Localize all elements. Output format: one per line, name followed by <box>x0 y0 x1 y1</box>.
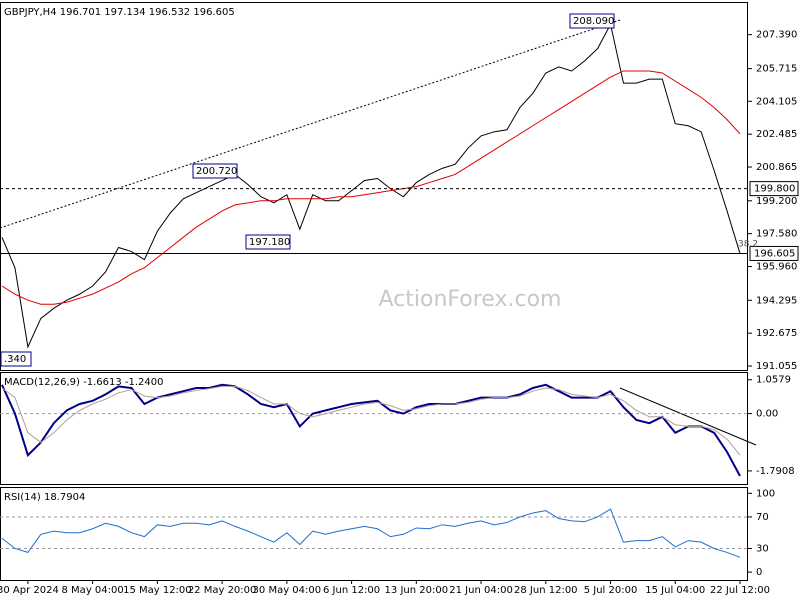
annotation: .340 <box>4 354 26 365</box>
y-tick-label: 195.960 <box>756 262 797 273</box>
annotation-box <box>192 163 238 179</box>
x-tick-label: 22 Jul 12:00 <box>710 585 770 596</box>
series-line <box>1 383 741 477</box>
y-tick-label: -1.7908 <box>756 466 795 477</box>
panel-title: GBPJPY,H4 196.701 197.134 196.532 196.60… <box>4 7 235 18</box>
level-label-box <box>749 181 799 197</box>
series-line <box>1 22 741 349</box>
x-tick-label: 8 May 04:00 <box>62 585 124 596</box>
y-tick-label: 1.0579 <box>756 375 791 386</box>
annotation: 38.2 <box>738 240 758 250</box>
panel <box>0 372 748 485</box>
panel-title: MACD(12,26,9) -1.6613 -1.2400 <box>4 377 164 388</box>
panel-title: RSI(14) 18.7904 <box>4 492 85 503</box>
x-tick-label: 15 May 12:00 <box>123 585 192 596</box>
annotation-box <box>245 234 291 250</box>
y-tick-label: 0 <box>756 567 762 578</box>
y-tick-label: 70 <box>756 512 769 523</box>
x-tick-label: 21 Jun 04:00 <box>449 585 513 596</box>
series-line <box>1 70 741 305</box>
annotation: 200.720 <box>196 166 237 177</box>
x-tick-label: 30 May 04:00 <box>253 585 322 596</box>
x-tick-label: 22 May 20:00 <box>188 585 257 596</box>
annotation-box <box>569 13 615 29</box>
annotation: 197.180 <box>249 237 290 248</box>
x-tick-label: 5 Jul 20:00 <box>584 585 638 596</box>
y-tick-label: 192.675 <box>756 328 797 339</box>
y-tick-label: 191.055 <box>756 361 797 372</box>
annotation-box <box>0 351 32 367</box>
x-tick-label: 6 Jun 12:00 <box>323 585 380 596</box>
y-tick-label: 205.715 <box>756 64 797 75</box>
y-tick-label: 197.580 <box>756 229 797 240</box>
x-tick-label: 15 Jul 04:00 <box>645 585 705 596</box>
trend-line <box>0 19 621 229</box>
level-label: 196.605 <box>754 248 795 259</box>
watermark: ActionForex.com <box>379 287 562 312</box>
y-tick-label: 200.865 <box>756 162 797 173</box>
x-tick-label: 28 Jun 12:00 <box>514 585 578 596</box>
y-tick-label: 30 <box>756 543 769 554</box>
y-tick-label: 202.485 <box>756 129 797 140</box>
series-line <box>1 385 741 456</box>
panel <box>0 2 748 371</box>
series-line <box>1 508 741 558</box>
x-tick-label: 30 Apr 2024 <box>0 585 59 596</box>
y-tick-label: 0.00 <box>756 409 778 420</box>
annotation: 208.090 <box>573 16 614 27</box>
level-label-box <box>749 245 799 261</box>
y-tick-label: 204.105 <box>756 96 797 107</box>
y-tick-label: 207.390 <box>756 30 797 41</box>
level-label: 199.800 <box>754 184 795 195</box>
y-tick-label: 199.200 <box>756 196 797 207</box>
x-tick-label: 13 Jun 20:00 <box>385 585 449 596</box>
y-tick-label: 100 <box>756 488 775 499</box>
trend-line <box>619 387 757 446</box>
panel <box>0 487 748 581</box>
y-tick-label: 194.295 <box>756 295 797 306</box>
